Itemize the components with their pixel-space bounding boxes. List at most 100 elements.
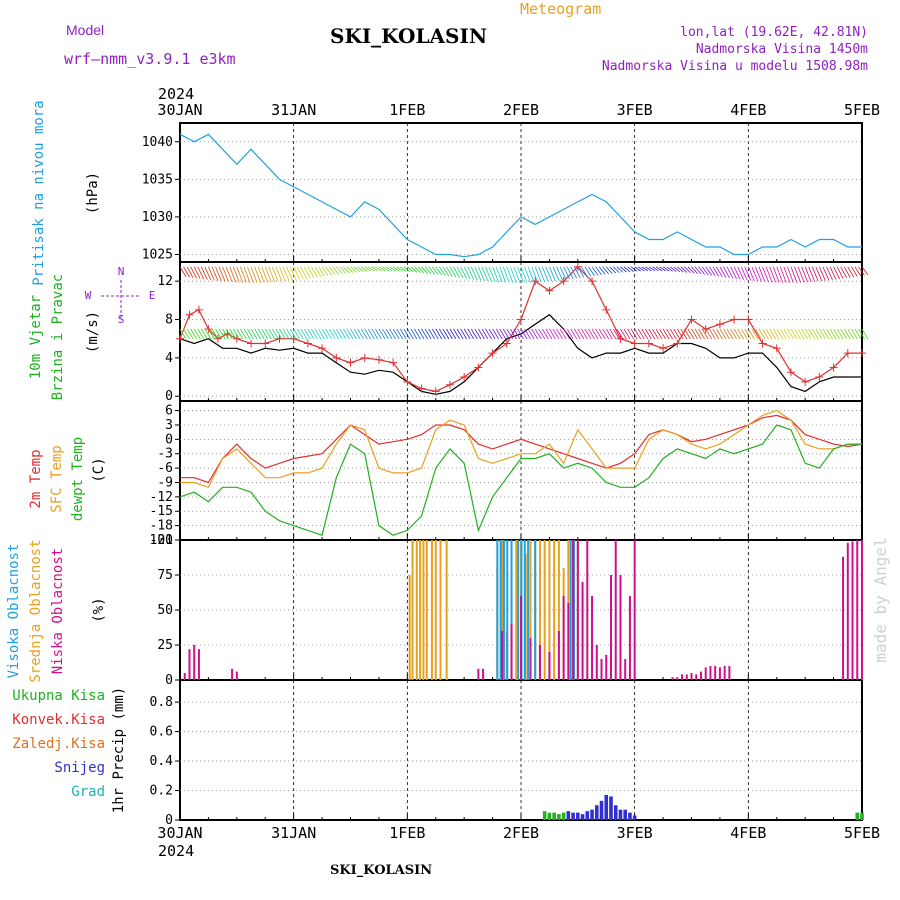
cloud-bar <box>842 556 845 680</box>
cloud-bar <box>534 540 537 680</box>
wind-direction-barb <box>193 328 201 340</box>
wind-direction-barb <box>200 266 208 280</box>
wind-direction-barb <box>495 328 503 340</box>
wind-direction-barb <box>197 266 205 280</box>
wind-direction-barb <box>538 266 546 283</box>
wind-direction-barb <box>247 266 254 283</box>
year-label-top: 2024 <box>158 85 194 103</box>
wind-direction-barb <box>414 266 421 273</box>
wind-direction-barb <box>289 266 297 281</box>
wind-direction-barb <box>811 328 819 340</box>
wind-direction-barb <box>460 266 467 279</box>
wind-direction-barb <box>204 266 212 281</box>
wind-direction-barb <box>666 328 673 340</box>
wind-direction-barb <box>240 328 247 340</box>
cloud-bar <box>709 666 712 680</box>
wind-gust-marker <box>247 339 256 348</box>
precip-bar <box>590 809 594 820</box>
wind-direction-barb <box>609 266 617 274</box>
wind-direction-barb <box>559 266 567 280</box>
wind-gust-marker <box>602 305 611 314</box>
wind-direction-barb <box>634 328 642 340</box>
wind-direction-barb <box>314 328 322 340</box>
wind-gust-marker <box>417 384 426 393</box>
cloud-bar <box>704 667 707 680</box>
wind-direction-barb <box>726 266 734 279</box>
pressure-unit-label: (hPa) <box>85 172 101 214</box>
cloud-bar <box>695 674 698 680</box>
time-tick-label-top: 2FEB <box>503 101 539 119</box>
wind-direction-barb <box>303 328 311 340</box>
wind-direction-barb <box>215 266 222 282</box>
wind-axis-label: 10m Vjetar <box>28 295 44 379</box>
temperature-ytick-label: -9 <box>157 475 173 490</box>
precip-bar <box>855 812 860 820</box>
wind-direction-barb <box>403 328 411 340</box>
wind-direction-barb <box>758 266 766 283</box>
wind-direction-barb <box>556 266 563 281</box>
wind-direction-barb <box>218 328 226 340</box>
cloud-bar <box>685 674 688 680</box>
pressure-ytick-label: 1030 <box>142 210 173 225</box>
precip-bar <box>604 794 609 820</box>
wind-direction-barb <box>769 266 777 283</box>
cloud-bar <box>235 671 238 680</box>
wind-direction-barb <box>279 266 286 282</box>
precip-bar <box>599 800 604 820</box>
time-tick-label-bottom: 4FEB <box>730 824 766 842</box>
wind-direction-barb <box>215 328 222 340</box>
wind-direction-barb <box>620 266 627 273</box>
wind-direction-barb <box>549 266 556 282</box>
temperature-ytick-label: -15 <box>150 504 173 519</box>
wind-gust-marker <box>758 339 767 348</box>
wind-direction-barb <box>566 328 574 340</box>
wind-ytick-label: 8 <box>165 313 173 328</box>
cloud-bar <box>581 582 584 680</box>
cloud-bar <box>723 666 726 680</box>
wind-direction-barb <box>570 328 578 340</box>
wind-direction-barb <box>708 328 716 340</box>
wind-direction-barb <box>747 266 755 282</box>
wind-direction-barb <box>588 328 595 340</box>
wind-direction-barb <box>623 328 631 340</box>
wind-direction-barb <box>321 266 329 276</box>
cloud-bar <box>415 540 418 680</box>
wind-direction-barb <box>527 266 535 283</box>
wind-direction-barb <box>211 328 219 340</box>
precip-bar <box>561 812 566 820</box>
wind-direction-barb <box>652 266 659 272</box>
cloud-bar <box>527 540 530 680</box>
wind-direction-barb <box>595 266 602 276</box>
wind-direction-barb <box>581 328 588 340</box>
wind-direction-barb <box>524 266 531 283</box>
precipitation-ytick-label: 0.6 <box>150 725 173 740</box>
wind-direction-barb <box>222 266 229 282</box>
wind-direction-barb <box>520 328 528 340</box>
wind-direction-barb <box>449 266 457 278</box>
precip-bar <box>632 815 637 820</box>
wind-direction-barb <box>698 328 705 340</box>
wind-direction-barb <box>751 328 759 340</box>
wind-gust-marker <box>630 339 639 348</box>
wind-direction-barb <box>190 328 197 340</box>
wind-direction-barb <box>208 266 215 281</box>
wind-direction-barb <box>431 266 439 275</box>
wind-direction-barb <box>691 328 698 340</box>
precip-legend-label: Konvek.Kisa <box>12 712 105 728</box>
cloud-bar <box>501 540 504 680</box>
wind-direction-barb <box>250 328 258 340</box>
cloud-bar <box>569 540 572 680</box>
precip-legend-label: Zaledj.Kisa <box>12 736 105 752</box>
wind-direction-barb <box>637 328 645 340</box>
cloud-bar <box>188 649 191 680</box>
wind-direction-barb <box>318 328 325 340</box>
cloud-bar <box>445 540 448 680</box>
time-tick-label-top: 5FEB <box>844 101 880 119</box>
model-name: wrf—nmm_v3.9.1 e3km <box>64 50 236 68</box>
wind-direction-barb <box>367 328 375 340</box>
wind-direction-barb <box>645 266 652 272</box>
wind-direction-barb <box>737 266 745 280</box>
wind-gust-marker <box>403 377 412 386</box>
wind-direction-barb <box>563 266 570 280</box>
temperature-ytick-label: -3 <box>157 447 173 462</box>
